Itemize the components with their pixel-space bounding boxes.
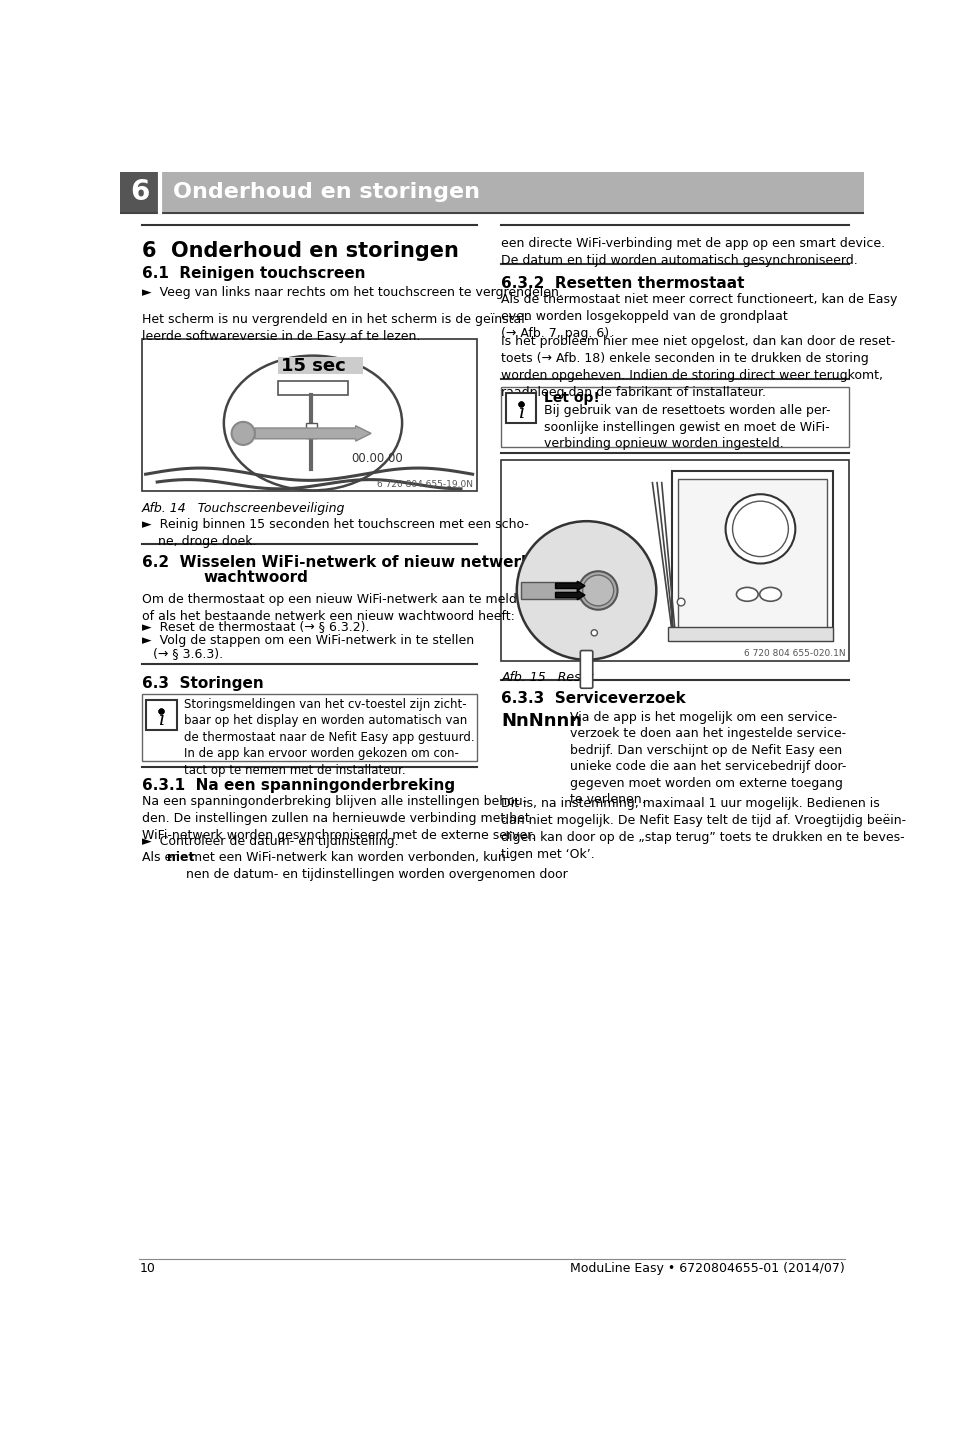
Text: 00.00.00: 00.00.00: [351, 452, 403, 465]
FancyBboxPatch shape: [506, 393, 537, 423]
Circle shape: [732, 500, 788, 556]
Text: Afb. 14   Touchscreenbeveiliging: Afb. 14 Touchscreenbeveiliging: [142, 502, 345, 515]
FancyBboxPatch shape: [678, 479, 827, 633]
Text: ►  Controleer de datum- en tijdinstelling.: ► Controleer de datum- en tijdinstelling…: [142, 835, 398, 848]
Circle shape: [516, 521, 657, 659]
Circle shape: [677, 598, 685, 606]
Text: Via de app is het mogelijk om een service-
verzoek te doen aan het ingestelde se: Via de app is het mogelijk om een servic…: [569, 711, 846, 807]
Text: Storingsmeldingen van het cv-toestel zijn zicht-
baar op het display en worden a: Storingsmeldingen van het cv-toestel zij…: [184, 698, 475, 776]
FancyBboxPatch shape: [120, 172, 160, 212]
Text: ►  Reset de thermostaat (→ § 6.3.2).: ► Reset de thermostaat (→ § 6.3.2).: [142, 619, 370, 632]
Text: 6 720 804 655-020.1N: 6 720 804 655-020.1N: [744, 649, 846, 658]
FancyBboxPatch shape: [142, 694, 476, 761]
FancyBboxPatch shape: [120, 172, 864, 212]
Ellipse shape: [579, 571, 617, 609]
FancyBboxPatch shape: [146, 699, 177, 729]
Text: 6.3.3  Serviceverzoek: 6.3.3 Serviceverzoek: [501, 691, 686, 706]
Text: Onderhoud en storingen: Onderhoud en storingen: [173, 182, 480, 202]
Text: (→ § 3.6.3).: (→ § 3.6.3).: [153, 646, 223, 659]
Text: 6 720 804 655-19.0N: 6 720 804 655-19.0N: [377, 480, 473, 489]
FancyArrow shape: [556, 581, 585, 591]
FancyBboxPatch shape: [672, 470, 833, 641]
FancyBboxPatch shape: [501, 459, 849, 661]
Text: Als er: Als er: [142, 851, 181, 864]
Text: 6: 6: [131, 177, 150, 206]
Ellipse shape: [736, 588, 758, 601]
Text: 6.3  Storingen: 6.3 Storingen: [142, 676, 263, 691]
Text: ►  Volg de stappen om een WiFi-netwerk in te stellen: ► Volg de stappen om een WiFi-netwerk in…: [142, 633, 474, 646]
Text: Om de thermostaat op een nieuw WiFi-netwerk aan te melden
of als het bestaande n: Om de thermostaat op een nieuw WiFi-netw…: [142, 593, 532, 623]
Text: wachtwoord: wachtwoord: [204, 571, 308, 585]
Text: 6.1  Reinigen touchscreen: 6.1 Reinigen touchscreen: [142, 266, 365, 282]
Text: Afb. 15   Reset: Afb. 15 Reset: [501, 671, 593, 685]
FancyBboxPatch shape: [668, 628, 833, 641]
Text: Let op!: Let op!: [544, 390, 600, 405]
FancyBboxPatch shape: [581, 651, 592, 688]
Text: 6.3.2  Resetten thermostaat: 6.3.2 Resetten thermostaat: [501, 276, 745, 290]
FancyArrow shape: [254, 426, 372, 440]
Text: ►  Veeg van links naar rechts om het touchscreen te vergrendelen.: ► Veeg van links naar rechts om het touc…: [142, 286, 563, 299]
Text: ModuLine Easy • 6720804655-01 (2014/07): ModuLine Easy • 6720804655-01 (2014/07): [570, 1261, 845, 1274]
Text: 6.2  Wisselen WiFi-netwerk of nieuw netwerk-: 6.2 Wisselen WiFi-netwerk of nieuw netwe…: [142, 555, 538, 571]
Text: 10: 10: [139, 1261, 156, 1274]
Circle shape: [726, 495, 795, 563]
Text: ►  Reinig binnen 15 seconden het touchscreen met een scho-
    ne, droge doek.: ► Reinig binnen 15 seconden het touchscr…: [142, 518, 529, 548]
Text: i: i: [518, 405, 524, 422]
Ellipse shape: [224, 356, 402, 490]
Circle shape: [591, 629, 597, 636]
Ellipse shape: [583, 575, 613, 606]
Text: een directe WiFi-verbinding met de app op een smart device.
De datum en tijd wor: een directe WiFi-verbinding met de app o…: [501, 237, 885, 267]
Text: Het scherm is nu vergrendeld en in het scherm is de geïnstal-
leerde softwarever: Het scherm is nu vergrendeld en in het s…: [142, 313, 529, 343]
Text: Dit is, na instemming, maximaal 1 uur mogelijk. Bedienen is
dan niet mogelijk. D: Dit is, na instemming, maximaal 1 uur mo…: [501, 797, 906, 861]
Text: NnNnnn: NnNnnn: [501, 712, 583, 731]
Text: Na een spanningonderbreking blijven alle instellingen behou-
den. De instellinge: Na een spanningonderbreking blijven alle…: [142, 795, 535, 842]
Text: Is het probleem hier mee niet opgelost, dan kan door de reset-
toets (→ Afb. 18): Is het probleem hier mee niet opgelost, …: [501, 335, 896, 399]
FancyBboxPatch shape: [142, 339, 476, 490]
Text: Bij gebruik van de resettoets worden alle per-
soonlijke instellingen gewist en : Bij gebruik van de resettoets worden all…: [544, 405, 830, 450]
Text: niet: niet: [167, 851, 195, 864]
Text: i: i: [158, 711, 164, 729]
Text: 6  Onderhoud en storingen: 6 Onderhoud en storingen: [142, 240, 459, 260]
Text: Als de thermostaat niet meer correct functioneert, kan de Easy
even worden losge: Als de thermostaat niet meer correct fun…: [501, 293, 898, 340]
Ellipse shape: [759, 588, 781, 601]
FancyBboxPatch shape: [501, 388, 849, 448]
FancyBboxPatch shape: [306, 432, 317, 438]
Text: 15 sec: 15 sec: [280, 358, 346, 376]
FancyBboxPatch shape: [278, 380, 348, 395]
FancyBboxPatch shape: [520, 582, 583, 599]
Text: 6.3.1  Na een spanningonderbreking: 6.3.1 Na een spanningonderbreking: [142, 778, 455, 792]
Circle shape: [231, 422, 254, 445]
FancyArrow shape: [556, 591, 585, 599]
Text: met een WiFi-netwerk kan worden verbonden, kun-
nen de datum- en tijdinstellinge: met een WiFi-netwerk kan worden verbonde…: [186, 851, 567, 881]
FancyBboxPatch shape: [306, 423, 317, 429]
FancyBboxPatch shape: [278, 358, 363, 375]
